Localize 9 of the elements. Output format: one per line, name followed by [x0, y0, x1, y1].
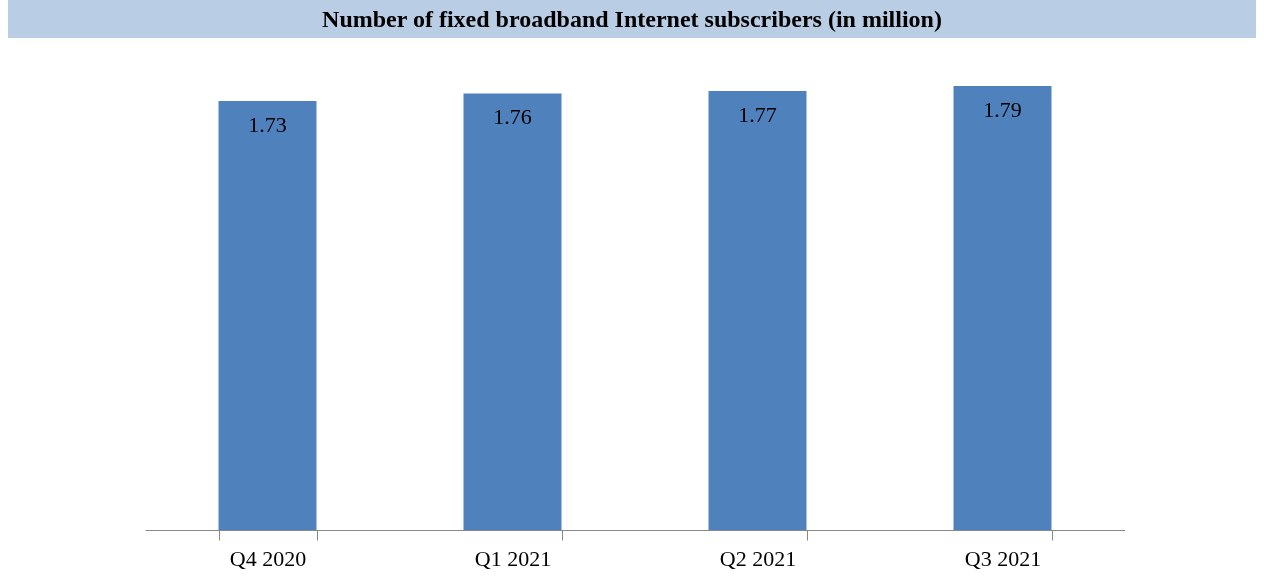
x-tick-label: Q4 2020	[229, 545, 307, 571]
data-label: 1.76	[493, 104, 532, 130]
data-label: 1.77	[738, 101, 777, 127]
x-tick-label: Q3 2021	[964, 545, 1042, 571]
x-tick-label: Q2 2021	[719, 545, 797, 571]
data-label: 1.73	[248, 111, 287, 137]
x-tick-label: Q1 2021	[474, 545, 552, 571]
chart-title: Number of fixed broadband Internet subscribers (in million)	[8, 0, 1256, 38]
data-label: 1.79	[983, 97, 1022, 122]
